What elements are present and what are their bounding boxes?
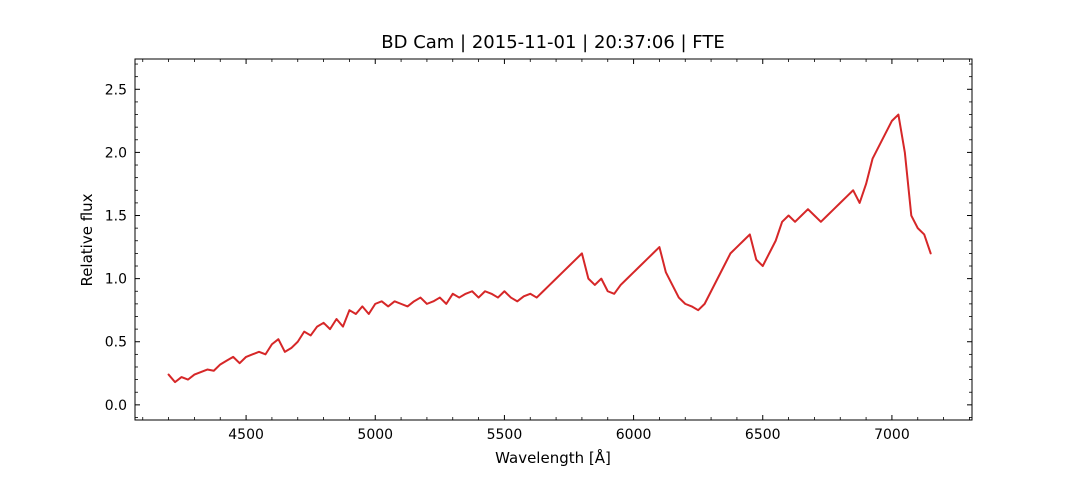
x-tick-label: 4500 <box>228 427 264 443</box>
series-layer <box>167 113 932 384</box>
chart-title: BD Cam | 2015-11-01 | 20:37:06 | FTE <box>381 32 724 53</box>
y-tick-label: 0.0 <box>105 398 127 414</box>
spectrum-line <box>167 113 932 384</box>
y-axis-title: Relative flux <box>78 193 96 286</box>
y-tick-label: 2.0 <box>105 145 127 161</box>
y-tick-label: 1.0 <box>105 272 127 288</box>
x-tick-label: 6000 <box>616 427 652 443</box>
x-tick-label: 7000 <box>874 427 910 443</box>
x-tick-label: 5500 <box>487 427 523 443</box>
x-axis-title: Wavelength [Å] <box>495 448 611 467</box>
y-tick-label: 0.5 <box>105 335 127 351</box>
y-tick-label: 1.5 <box>105 209 127 225</box>
y-tick-label: 2.5 <box>105 82 127 98</box>
x-tick-label: 6500 <box>745 427 781 443</box>
x-tick-label: 5000 <box>357 427 393 443</box>
plot-frame <box>134 58 973 421</box>
axis-ticks: 4500 5000 5500 6000 6500 7000 0.0 0.5 1.0 1.5 2.0 2… <box>105 59 972 443</box>
